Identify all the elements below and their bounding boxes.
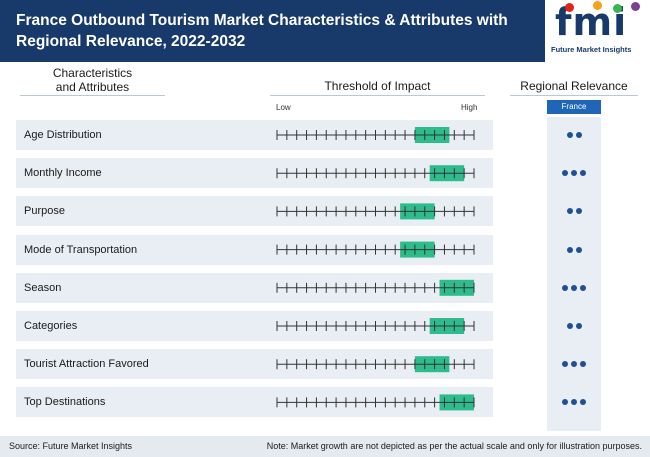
scale-low-label: Low [276,103,291,112]
logo-dot-orange [593,1,602,10]
relevance-dot [566,132,573,138]
relevance-column-band [547,117,601,431]
relevance-dot [562,284,568,291]
relevance-dot [571,170,577,177]
relevance-dot [562,399,568,406]
characteristics-header-rule [20,95,165,96]
relevance-dots [547,349,601,379]
relevance-dot [575,246,582,253]
chart-footer: Source: Future Market Insights Note: Mar… [0,436,650,457]
relevance-dots [547,273,601,303]
relevance-column-header: Regional Relevance [520,79,628,93]
row-label: Monthly Income [24,167,102,180]
relevance-dot [575,132,582,138]
characteristics-header-line1: Characteristics [52,66,133,80]
relevance-dots [547,158,601,188]
relevance-dots [547,387,601,417]
table-row: Season [16,272,493,303]
row-label: Season [24,281,62,294]
logo-dot-red [565,3,574,12]
relevance-dot [580,361,586,368]
scale-high-label: High [461,103,478,112]
chart-header: France Outbound Tourism Market Character… [0,0,650,62]
table-row: Mode of Transportation [16,234,493,265]
relevance-dots [547,235,601,265]
relevance-header-rule [510,95,638,96]
logo-dot-purple [631,2,640,11]
characteristics-column-header: Characteristics and Attributes [20,66,165,94]
table-row: Age Distribution [16,120,493,150]
threshold-column-header: Threshold of Impact [324,79,431,93]
relevance-dot [580,284,586,291]
region-france-header: France [547,100,601,114]
row-label: Top Destinations [24,396,106,409]
table-row: Purpose [16,196,493,227]
relevance-dot [575,323,582,329]
relevance-dot [571,284,577,291]
characteristics-header-line2: and Attributes [55,80,130,94]
relevance-dot [580,399,586,406]
table-row: Top Destinations [16,387,493,418]
chart-title: France Outbound Tourism Market Character… [16,12,508,50]
table-row: Tourist Attraction Favored [16,349,493,380]
fmi-logo: fmi Future Market Insights [545,0,650,62]
row-label: Purpose [24,205,65,218]
relevance-dot [571,361,577,368]
relevance-dot [566,208,573,215]
relevance-dot [566,323,573,329]
row-label: Age Distribution [24,129,102,141]
table-row: Monthly Income [16,158,493,189]
relevance-dot [566,246,573,253]
logo-dot-green [613,4,622,13]
row-label: Mode of Transportation [24,243,138,256]
relevance-dots [547,311,601,341]
relevance-dot [571,399,577,406]
source-note: Source: Future Market Insights [9,441,133,451]
threshold-header-rule [270,95,485,96]
relevance-dot [562,170,568,177]
relevance-dots [547,120,601,150]
logo-subtitle: Future Market Insights [551,45,632,54]
row-label: Tourist Attraction Favored [24,358,149,371]
relevance-dot [575,208,582,215]
table-row: Categories [16,311,493,341]
relevance-dots [547,196,601,226]
relevance-dot [562,361,568,368]
row-label: Categories [24,320,78,332]
relevance-dot [580,170,586,177]
disclaimer-note: Note: Market growth are not depicted as … [266,441,642,451]
